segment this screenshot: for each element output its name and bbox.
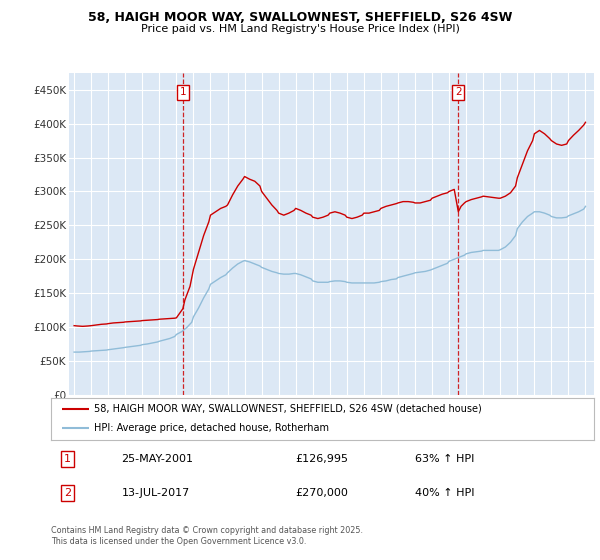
Text: 25-MAY-2001: 25-MAY-2001 [122,454,194,464]
Text: 13-JUL-2017: 13-JUL-2017 [122,488,190,498]
Text: 63% ↑ HPI: 63% ↑ HPI [415,454,474,464]
Text: 2: 2 [455,87,461,97]
Text: £270,000: £270,000 [295,488,348,498]
Text: 1: 1 [64,454,71,464]
Text: £126,995: £126,995 [295,454,349,464]
Text: 40% ↑ HPI: 40% ↑ HPI [415,488,475,498]
Text: 58, HAIGH MOOR WAY, SWALLOWNEST, SHEFFIELD, S26 4SW: 58, HAIGH MOOR WAY, SWALLOWNEST, SHEFFIE… [88,11,512,24]
Text: 58, HAIGH MOOR WAY, SWALLOWNEST, SHEFFIELD, S26 4SW (detached house): 58, HAIGH MOOR WAY, SWALLOWNEST, SHEFFIE… [94,404,482,414]
Text: 2: 2 [64,488,71,498]
Text: 1: 1 [179,87,186,97]
Text: Price paid vs. HM Land Registry's House Price Index (HPI): Price paid vs. HM Land Registry's House … [140,24,460,34]
Text: Contains HM Land Registry data © Crown copyright and database right 2025.
This d: Contains HM Land Registry data © Crown c… [51,526,363,546]
Text: HPI: Average price, detached house, Rotherham: HPI: Average price, detached house, Roth… [94,423,329,433]
